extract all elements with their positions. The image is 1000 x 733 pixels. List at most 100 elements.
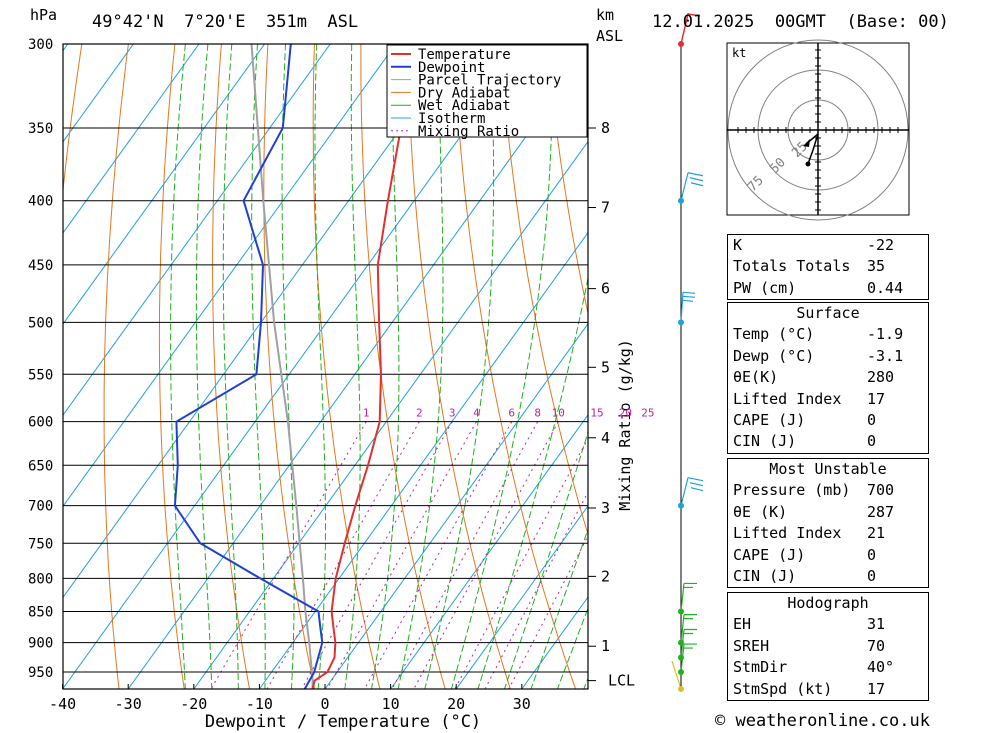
index-row: Totals Totals 35 <box>728 256 928 277</box>
surface-row: CAPE (J) 0 <box>728 410 928 431</box>
wet-adiabat-line <box>281 44 295 689</box>
mu-label: CAPE (J) <box>733 545 806 564</box>
hodograph-point <box>805 161 811 167</box>
surface-label: CIN (J) <box>733 432 797 451</box>
surface-value: 17 <box>867 389 886 408</box>
legend-label: Mixing Ratio <box>418 124 519 140</box>
pressure-tick-label: 600 <box>28 415 53 431</box>
mixing-ratio-label: 6 <box>508 407 515 420</box>
mu-value: 0 <box>867 545 877 564</box>
km-tick-label: 1 <box>601 637 610 655</box>
pressure-tick-label: 800 <box>28 571 53 587</box>
surface-value: 0 <box>867 410 877 429</box>
isotherm-line <box>63 44 200 234</box>
pressure-tick-label: 700 <box>28 499 53 515</box>
dry-adiabat-line <box>360 44 446 689</box>
surface-label: CAPE (J) <box>733 410 806 429</box>
isotherm-line <box>0 44 2 689</box>
x-tick-label: -30 <box>115 695 142 713</box>
isotherm-line <box>193 140 588 689</box>
hodograph-table: Hodograph EH 31 SREH 70 StmDir 40° StmSpd (… <box>727 592 929 701</box>
pressure-tick-label: 650 <box>28 458 53 474</box>
hodo-row: EH 31 <box>728 614 928 635</box>
pressure-tick-label: 350 <box>28 121 53 137</box>
mixing-ratio-line <box>508 534 588 689</box>
index-value: 35 <box>867 257 886 276</box>
hodo-row: StmSpd (kt) 17 <box>728 679 928 700</box>
legend-label: Temperature <box>418 47 511 63</box>
surface-table: Surface Temp (°C) -1.9 Dewp (°C) -3.1 θE(K… <box>727 302 929 454</box>
dry-adiabat-line <box>453 44 577 689</box>
x-tick-label: 0 <box>320 695 329 713</box>
legend-label: Wet Adiabat <box>418 98 511 114</box>
surface-title: Surface <box>796 304 860 322</box>
mixing-ratio-label: 20 <box>619 407 632 420</box>
mu-row: Pressure (mb) 700 <box>728 480 928 501</box>
mu-value: 0 <box>867 566 877 585</box>
index-value: 0.44 <box>867 278 904 297</box>
hodograph-unit-label: kt <box>732 46 746 60</box>
pressure-tick-label: 750 <box>28 536 53 552</box>
hodo-value: 31 <box>867 615 886 634</box>
location-title: 49°42'N 7°20'E 351m ASL <box>92 12 359 32</box>
legend-label: Dewpoint <box>418 60 485 76</box>
mixing-ratio-line <box>326 421 477 689</box>
index-row: PW (cm) 0.44 <box>728 278 928 299</box>
dry-adiabat-line <box>406 44 511 689</box>
hodograph-title: Hodograph <box>787 594 869 612</box>
wind-barb <box>680 643 697 673</box>
pressure-tick-label: 500 <box>28 315 53 331</box>
mu-label: θE (K) <box>733 502 788 521</box>
isotherm-line <box>258 231 588 689</box>
dry-adiabat-line <box>966 44 1000 689</box>
hpa-label: hPa <box>30 6 58 24</box>
pressure-tick-label: 300 <box>28 37 53 53</box>
km-tick-label: 8 <box>601 119 610 137</box>
hodo-value: 70 <box>867 636 886 655</box>
surface-row: Temp (°C) -1.9 <box>728 324 928 345</box>
pressure-tick-label: 550 <box>28 367 53 383</box>
pressure-tick-label: 900 <box>28 636 53 652</box>
surface-row: θE(K) 280 <box>728 367 928 388</box>
isotherm-line <box>63 44 462 599</box>
mu-row: θE (K) 287 <box>728 502 928 523</box>
mixing-ratio-axis-title: Mixing Ratio (g/kg) <box>616 339 634 511</box>
legend-label: Dry Adiabat <box>418 85 511 101</box>
dry-adiabat-line <box>263 44 316 689</box>
wet-adiabat-line <box>450 44 553 689</box>
hodo-label: StmSpd (kt) <box>733 679 833 698</box>
km-tick-label: 7 <box>601 199 610 217</box>
most-unstable-table: Most Unstable Pressure (mb) 700 θE (K) 287… <box>727 458 929 589</box>
mixing-ratio-label: 25 <box>641 407 654 420</box>
isotherm-line <box>390 413 588 689</box>
dry-adiabat-line <box>103 44 129 689</box>
mu-label: Pressure (mb) <box>733 481 851 500</box>
mu-row: CIN (J) 0 <box>728 566 928 587</box>
wet-adiabat-line <box>195 44 213 689</box>
surface-label: Lifted Index <box>733 389 842 408</box>
hodo-label: SREH <box>733 636 770 655</box>
x-tick-label: -40 <box>49 695 76 713</box>
surface-value: 280 <box>867 368 895 387</box>
x-tick-label: 10 <box>382 695 400 713</box>
mu-label: CIN (J) <box>733 566 797 585</box>
indices-table: K -22 Totals Totals 35 PW (cm) 0.44 <box>727 234 929 301</box>
x-tick-label: 20 <box>447 695 465 713</box>
surface-label: Dewp (°C) <box>733 346 815 365</box>
dry-adiabat-line <box>919 44 1000 689</box>
wind-barb <box>680 614 697 643</box>
mu-row: Lifted Index 21 <box>728 523 928 544</box>
surface-value: -3.1 <box>867 346 904 365</box>
surface-value: 0 <box>867 432 877 451</box>
legend-label: Isotherm <box>418 111 485 127</box>
isotherm-line <box>63 44 397 508</box>
storm-motion-arrowhead <box>803 139 810 147</box>
surface-row: CIN (J) 0 <box>728 431 928 452</box>
mixing-ratio-label: 1 <box>363 407 370 420</box>
mixing-ratio-label: 3 <box>449 407 456 420</box>
isotherm-line <box>455 505 588 689</box>
dewpoint-line <box>173 44 324 689</box>
mixing-ratio-line <box>484 491 588 689</box>
surface-label: Temp (°C) <box>733 325 815 344</box>
